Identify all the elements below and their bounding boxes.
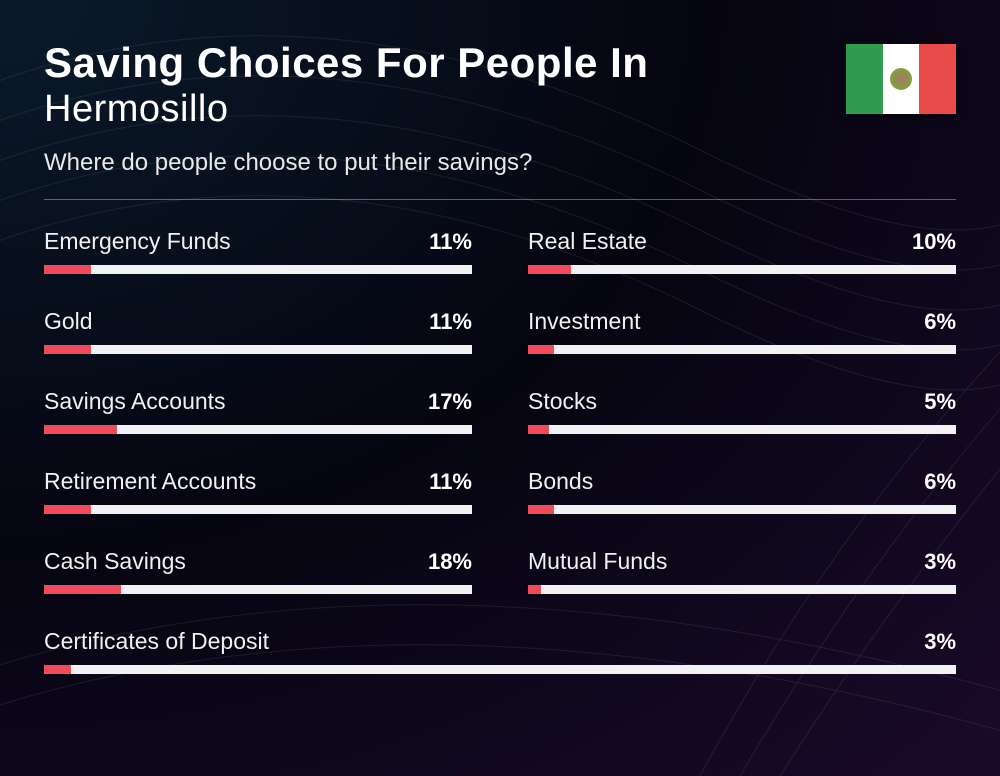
chart-item-label: Investment [528, 308, 641, 335]
chart-item-label: Savings Accounts [44, 388, 226, 415]
chart-item-value: 11% [429, 229, 472, 255]
chart-item: Cash Savings 18% [44, 548, 472, 594]
chart-item-label: Cash Savings [44, 548, 186, 575]
title-block: Saving Choices For People In Hermosillo … [44, 40, 846, 177]
chart-item-value: 11% [429, 309, 472, 335]
bar-fill [44, 505, 91, 514]
bar-track [44, 585, 472, 594]
chart-item: Retirement Accounts 11% [44, 468, 472, 514]
chart-item: Certificates of Deposit 3% [44, 628, 956, 674]
chart-item-value: 3% [924, 629, 956, 655]
flag-emblem [890, 68, 912, 90]
chart-item: Investment 6% [528, 308, 956, 354]
header: Saving Choices For People In Hermosillo … [44, 40, 956, 177]
title-line2: Hermosillo [44, 88, 846, 131]
chart-item-value: 3% [924, 549, 956, 575]
chart-item: Real Estate 10% [528, 228, 956, 274]
bar-fill [44, 345, 91, 354]
divider [44, 199, 956, 200]
bar-fill [528, 505, 554, 514]
chart-item-row: Mutual Funds 3% [528, 548, 956, 575]
title-line1: Saving Choices For People In [44, 40, 846, 86]
bar-track [528, 585, 956, 594]
bar-fill [528, 265, 571, 274]
chart-item-value: 6% [924, 309, 956, 335]
chart-item-label: Real Estate [528, 228, 647, 255]
chart-item-label: Stocks [528, 388, 597, 415]
chart-item: Savings Accounts 17% [44, 388, 472, 434]
bar-track [528, 265, 956, 274]
flag-center [883, 44, 920, 114]
chart-item: Mutual Funds 3% [528, 548, 956, 594]
bar-track [44, 345, 472, 354]
chart-item-row: Real Estate 10% [528, 228, 956, 255]
flag-left [846, 44, 883, 114]
chart-item: Bonds 6% [528, 468, 956, 514]
chart-item-row: Certificates of Deposit 3% [44, 628, 956, 655]
flag-right [919, 44, 956, 114]
bar-track [528, 345, 956, 354]
chart-item-row: Emergency Funds 11% [44, 228, 472, 255]
bar-track [44, 425, 472, 434]
chart-grid: Emergency Funds 11% Real Estate 10% Gold 11% I… [44, 228, 956, 674]
chart-item-label: Gold [44, 308, 93, 335]
bar-fill [528, 425, 549, 434]
chart-item-row: Bonds 6% [528, 468, 956, 495]
chart-item-value: 17% [428, 389, 472, 415]
chart-item-row: Gold 11% [44, 308, 472, 335]
infographic-container: Saving Choices For People In Hermosillo … [0, 0, 1000, 714]
chart-item-label: Emergency Funds [44, 228, 231, 255]
bar-fill [44, 425, 117, 434]
chart-item: Gold 11% [44, 308, 472, 354]
chart-item: Emergency Funds 11% [44, 228, 472, 274]
chart-item: Stocks 5% [528, 388, 956, 434]
chart-item-row: Cash Savings 18% [44, 548, 472, 575]
chart-item-label: Certificates of Deposit [44, 628, 269, 655]
bar-track [528, 505, 956, 514]
flag-icon [846, 44, 956, 114]
chart-item-row: Savings Accounts 17% [44, 388, 472, 415]
chart-item-value: 11% [429, 469, 472, 495]
chart-item-value: 18% [428, 549, 472, 575]
bar-track [44, 265, 472, 274]
chart-item-row: Stocks 5% [528, 388, 956, 415]
bar-fill [44, 585, 121, 594]
subtitle: Where do people choose to put their savi… [44, 149, 846, 177]
bar-track [44, 665, 956, 674]
chart-item-label: Retirement Accounts [44, 468, 256, 495]
bar-fill [528, 585, 541, 594]
bar-fill [44, 665, 71, 674]
chart-item-label: Mutual Funds [528, 548, 667, 575]
bar-track [528, 425, 956, 434]
chart-item-value: 6% [924, 469, 956, 495]
chart-item-label: Bonds [528, 468, 593, 495]
chart-item-row: Retirement Accounts 11% [44, 468, 472, 495]
bar-track [44, 505, 472, 514]
bar-fill [528, 345, 554, 354]
bar-fill [44, 265, 91, 274]
chart-item-row: Investment 6% [528, 308, 956, 335]
chart-item-value: 5% [924, 389, 956, 415]
chart-item-value: 10% [912, 229, 956, 255]
